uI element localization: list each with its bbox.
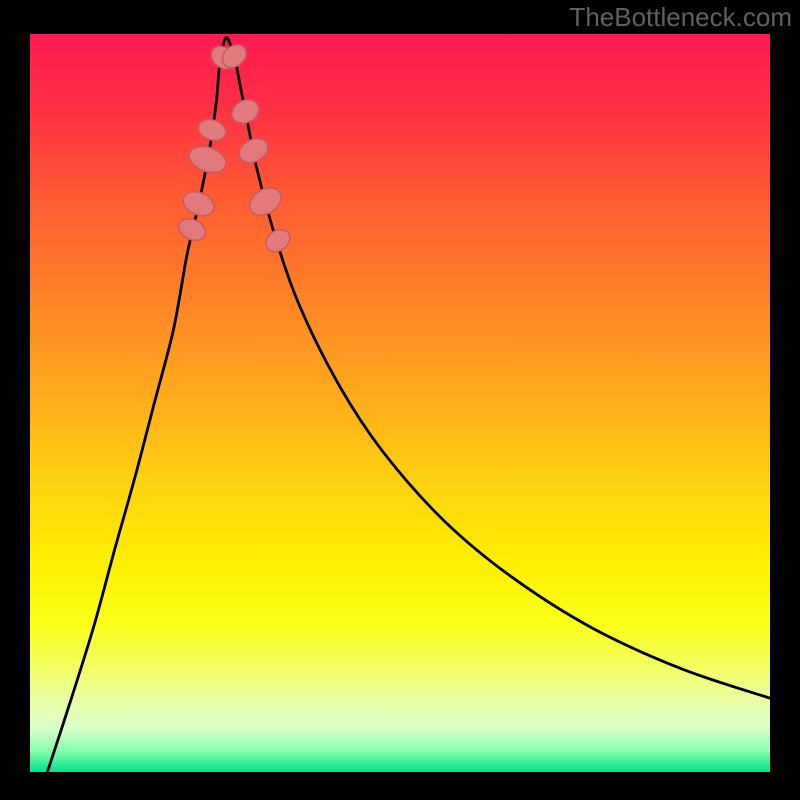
watermark-text: TheBottleneck.com	[569, 2, 792, 33]
chart-svg	[30, 34, 770, 772]
chart-plot-area	[30, 34, 770, 772]
chart-stage: TheBottleneck.com	[0, 0, 800, 800]
chart-background	[30, 34, 770, 772]
